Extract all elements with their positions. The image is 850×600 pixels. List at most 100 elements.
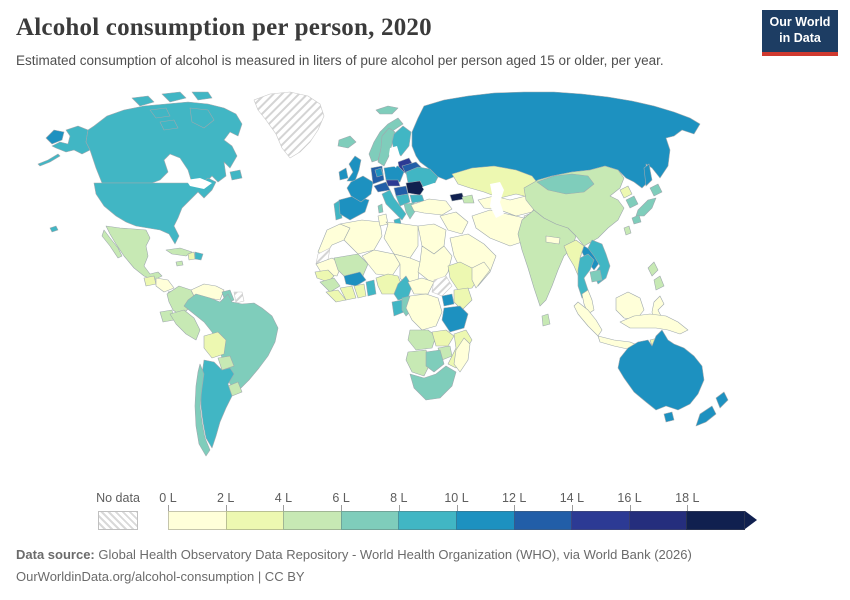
region-ghana[interactable] <box>353 283 367 299</box>
region-south-sudan[interactable] <box>431 275 453 297</box>
region-paraguay[interactable] <box>217 355 235 371</box>
region-zambia[interactable] <box>431 329 455 347</box>
region-australia[interactable] <box>617 329 705 411</box>
legend-bin-2-4 L[interactable] <box>225 511 285 530</box>
region-cambodia[interactable] <box>589 269 603 283</box>
region-sardinia[interactable] <box>377 203 384 214</box>
region-namibia[interactable] <box>405 349 431 377</box>
region-mexico-baja[interactable] <box>101 229 123 259</box>
region-brazil[interactable] <box>183 293 279 391</box>
region-sudan[interactable] <box>417 245 453 285</box>
region-suriname[interactable] <box>233 291 245 304</box>
region-japan-honshu[interactable] <box>635 197 657 217</box>
region-hawaii[interactable] <box>49 225 59 233</box>
region-sakhalin[interactable] <box>643 163 653 187</box>
region-japan-hokkaido[interactable] <box>649 183 663 197</box>
region-dominican-republic[interactable] <box>194 251 204 261</box>
legend-tick-mark-4L <box>283 505 285 511</box>
region-france[interactable] <box>346 175 374 203</box>
region-bolivia[interactable] <box>203 331 227 359</box>
region-united-kingdom[interactable] <box>346 155 362 182</box>
region-mongolia[interactable] <box>536 173 595 195</box>
region-guinea[interactable] <box>319 277 341 293</box>
region-tasmania[interactable] <box>663 411 675 423</box>
region-central-african-republic[interactable] <box>407 277 435 295</box>
region-philippines-mindanao[interactable] <box>653 275 665 291</box>
region-kenya[interactable] <box>453 287 473 311</box>
region-south-africa[interactable] <box>409 365 457 401</box>
owid-logo[interactable]: Our World in Data <box>762 10 838 57</box>
legend-no-data-swatch[interactable] <box>98 511 138 530</box>
region-somalia[interactable] <box>471 261 491 289</box>
region-russia[interactable] <box>411 91 701 189</box>
region-canada-island-2[interactable] <box>161 91 187 103</box>
legend-bin-10-12 L[interactable] <box>455 511 515 530</box>
footer-credit-line[interactable]: OurWorldinData.org/alcohol-consumption |… <box>16 568 305 584</box>
region-sri-lanka[interactable] <box>541 313 551 327</box>
region-azerbaijan-armenia[interactable] <box>461 194 475 204</box>
region-north-korea[interactable] <box>619 185 633 199</box>
region-togo-benin[interactable] <box>365 279 377 297</box>
region-jamaica[interactable] <box>175 260 184 267</box>
legend-bin-12-14 L[interactable] <box>513 511 573 530</box>
legend-bin-0-2 L[interactable] <box>168 511 227 530</box>
region-italy[interactable] <box>381 189 407 221</box>
region-new-zealand-north[interactable] <box>715 391 729 409</box>
region-denmark[interactable] <box>374 167 384 178</box>
region-syria-iraq[interactable] <box>439 211 469 235</box>
legend-bin-8-10 L[interactable] <box>398 511 457 530</box>
legend-bin-14-16 L[interactable] <box>571 511 630 530</box>
region-united-states[interactable] <box>93 177 217 245</box>
region-iceland[interactable] <box>337 135 357 149</box>
region-libya[interactable] <box>383 221 419 259</box>
region-malaysia[interactable] <box>581 289 595 315</box>
region-philippines-luzon[interactable] <box>647 261 659 277</box>
region-turkey[interactable] <box>410 198 453 216</box>
region-uganda[interactable] <box>441 293 455 307</box>
region-vietnam[interactable] <box>587 239 611 285</box>
region-guatemala[interactable] <box>143 275 157 287</box>
region-romania[interactable] <box>405 180 425 196</box>
legend-bin-18+ L[interactable] <box>686 511 745 530</box>
region-dr-congo[interactable] <box>405 293 443 331</box>
region-thailand[interactable] <box>577 253 595 299</box>
region-tunisia[interactable] <box>377 213 389 227</box>
region-baffin-island[interactable] <box>189 107 215 129</box>
region-victoria-island[interactable] <box>159 119 179 131</box>
region-spain[interactable] <box>338 195 370 221</box>
region-argentina[interactable] <box>200 359 235 449</box>
region-serbia-balkans[interactable] <box>395 193 411 207</box>
region-nepal[interactable] <box>545 235 561 245</box>
region-madagascar[interactable] <box>453 337 471 373</box>
region-ivory-coast[interactable] <box>339 285 357 301</box>
region-canada-island-3[interactable] <box>191 91 213 101</box>
region-new-zealand-south[interactable] <box>695 405 717 427</box>
region-czechia-slovakia[interactable] <box>385 179 401 187</box>
region-honduras-nicaragua[interactable] <box>155 277 175 293</box>
region-algeria[interactable] <box>339 219 383 255</box>
region-chile[interactable] <box>194 363 211 457</box>
region-canada-island-4[interactable] <box>149 107 171 119</box>
region-mexico[interactable] <box>105 225 163 281</box>
region-tanzania[interactable] <box>441 305 469 333</box>
legend-bin-4-6 L[interactable] <box>283 511 342 530</box>
region-south-korea[interactable] <box>625 195 639 209</box>
region-greenland[interactable] <box>253 91 325 159</box>
region-new-guinea[interactable] <box>619 313 689 335</box>
region-alaska-aleutians[interactable] <box>37 153 61 167</box>
region-botswana[interactable] <box>425 349 445 373</box>
region-taiwan[interactable] <box>623 225 632 236</box>
legend-color-scale: 0 L 2 L 4 L 6 L 8 L 10 L 12 L 14 L 16 L 18 L <box>159 491 768 532</box>
region-svalbard[interactable] <box>375 105 399 115</box>
region-japan-kyushu[interactable] <box>631 214 642 225</box>
region-russia-chukotka-west[interactable] <box>45 129 65 145</box>
region-ireland[interactable] <box>338 167 349 181</box>
legend-bin-6-8 L[interactable] <box>340 511 400 530</box>
region-newfoundland[interactable] <box>229 169 243 181</box>
region-canada-island-1[interactable] <box>131 95 155 107</box>
region-sweden[interactable] <box>377 127 396 167</box>
region-angola[interactable] <box>407 329 437 351</box>
region-burkina-faso[interactable] <box>343 271 367 287</box>
legend-bin-16-18 L[interactable] <box>628 511 688 530</box>
region-peru[interactable] <box>169 309 201 341</box>
